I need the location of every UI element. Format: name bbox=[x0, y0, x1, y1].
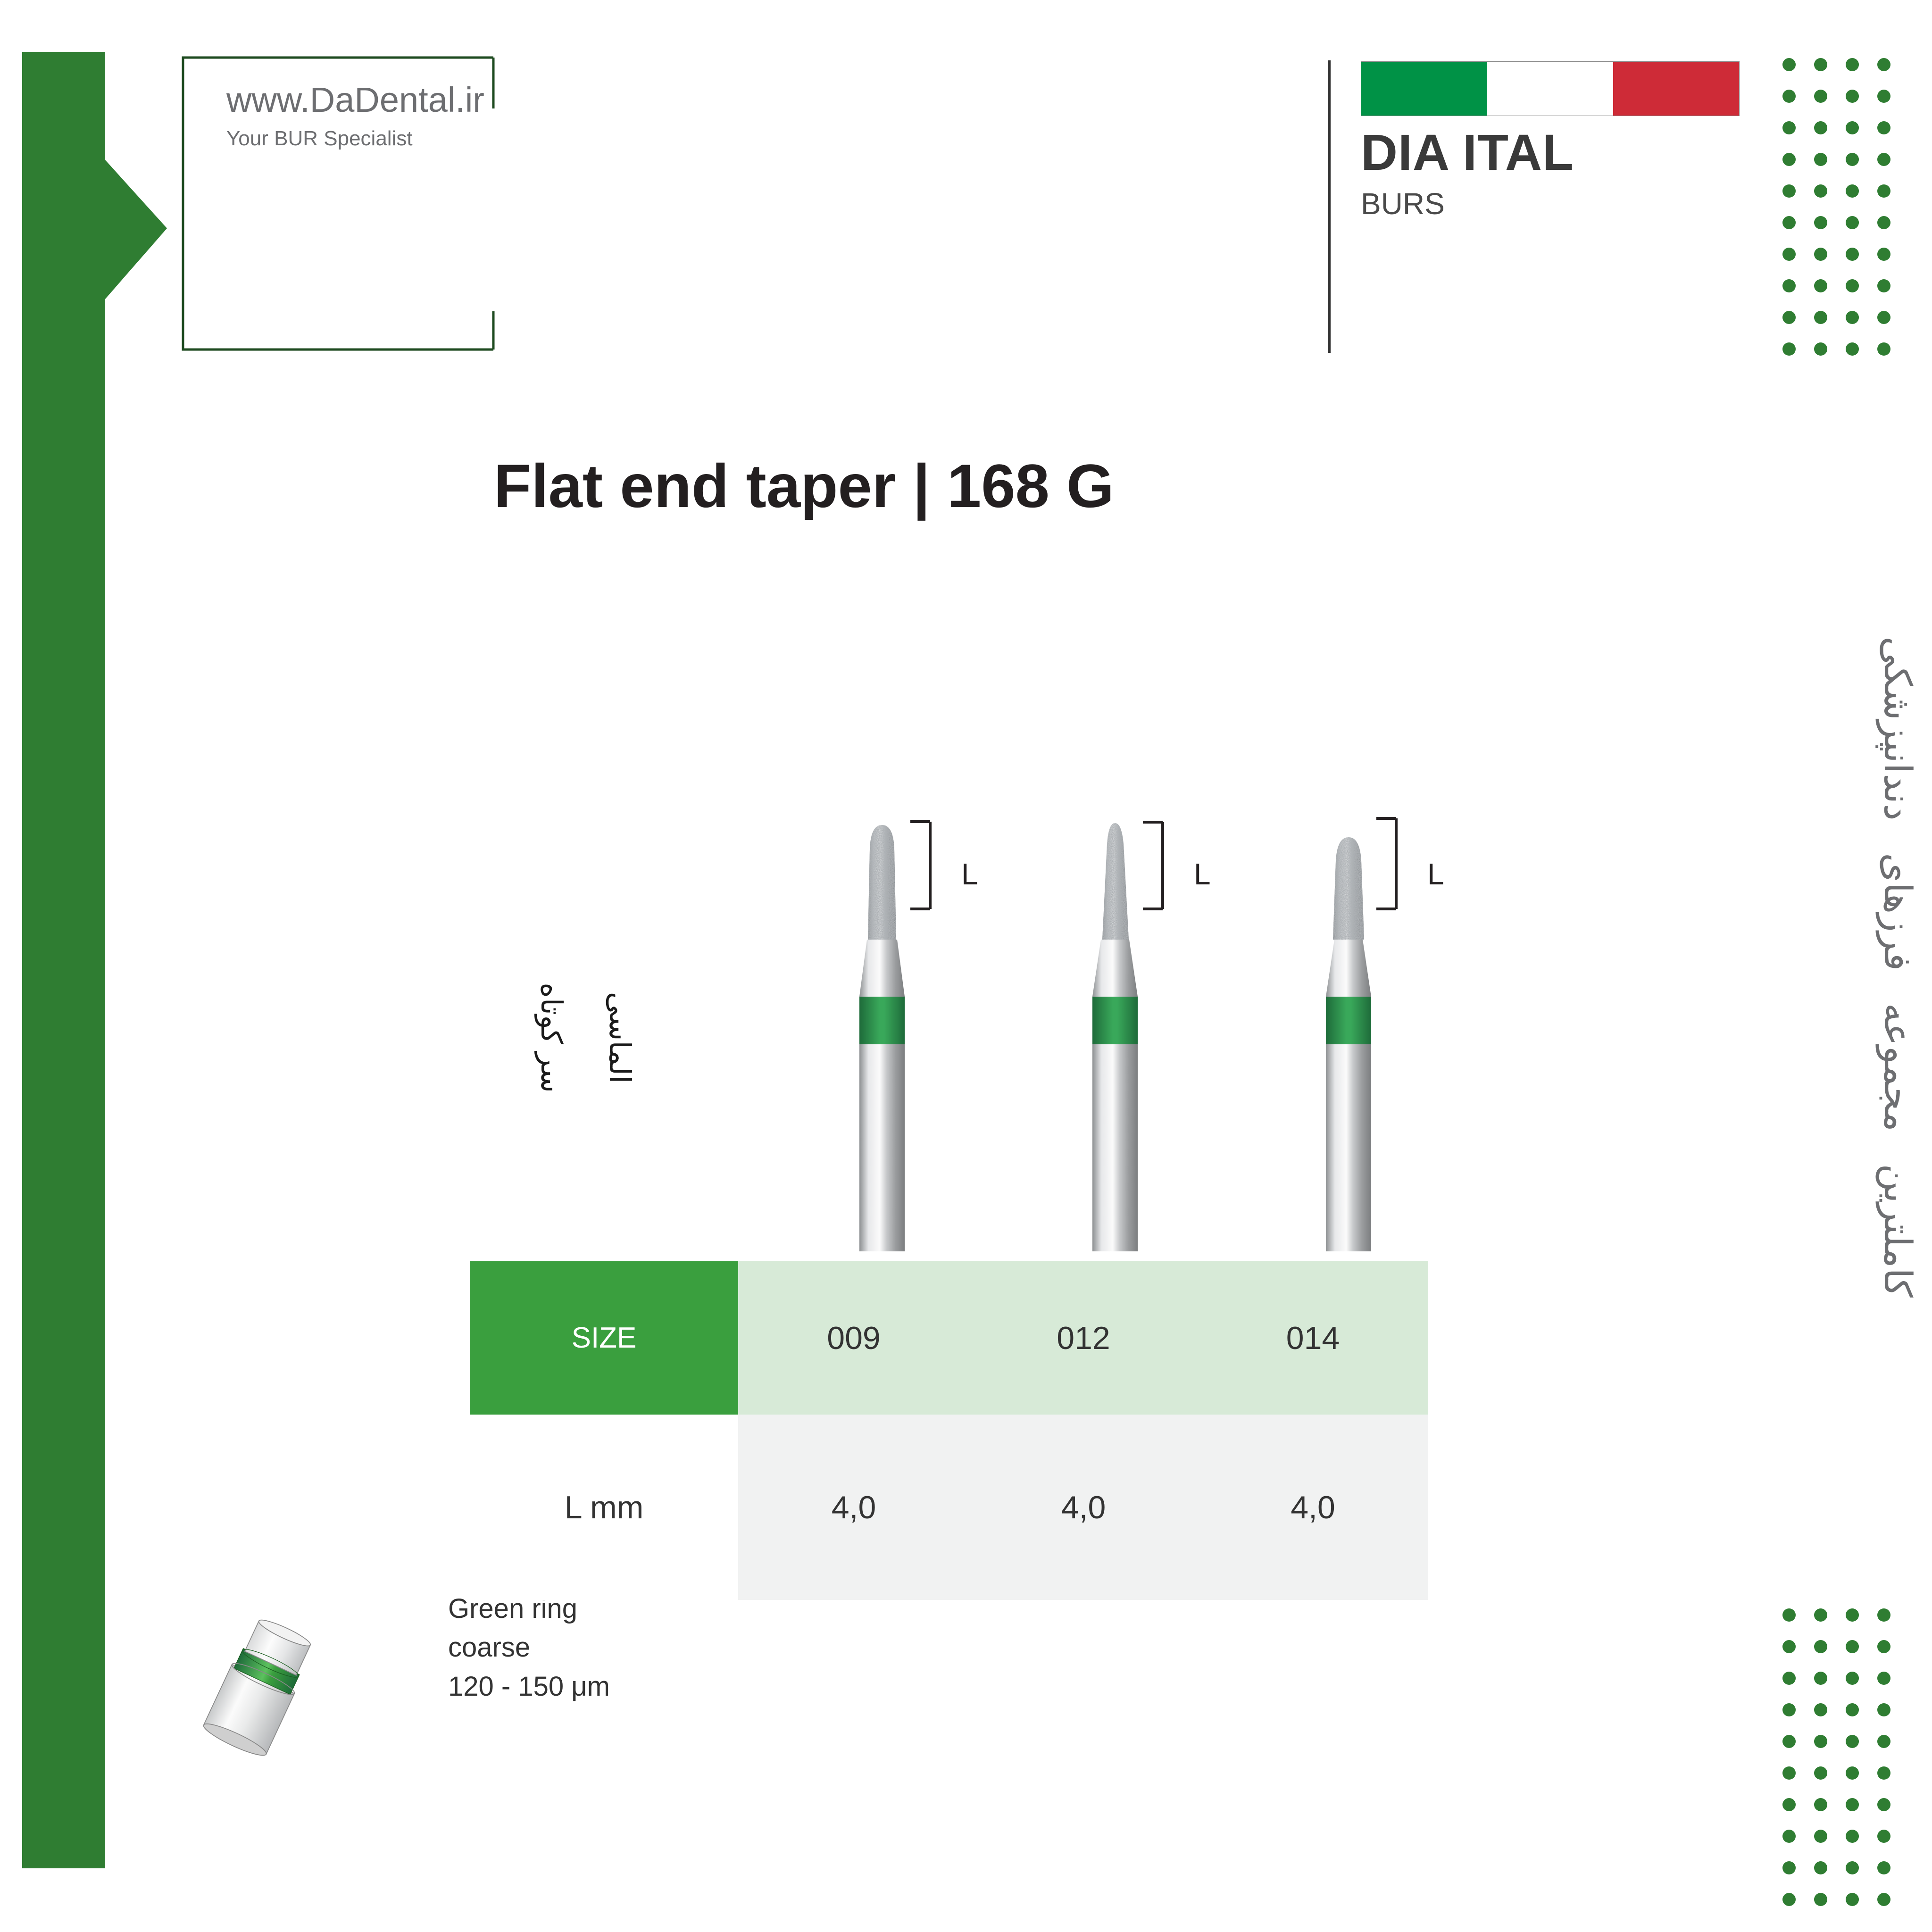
svg-text:L: L bbox=[961, 857, 978, 891]
svg-text:L: L bbox=[1194, 857, 1211, 891]
svg-text:L: L bbox=[1427, 857, 1444, 891]
